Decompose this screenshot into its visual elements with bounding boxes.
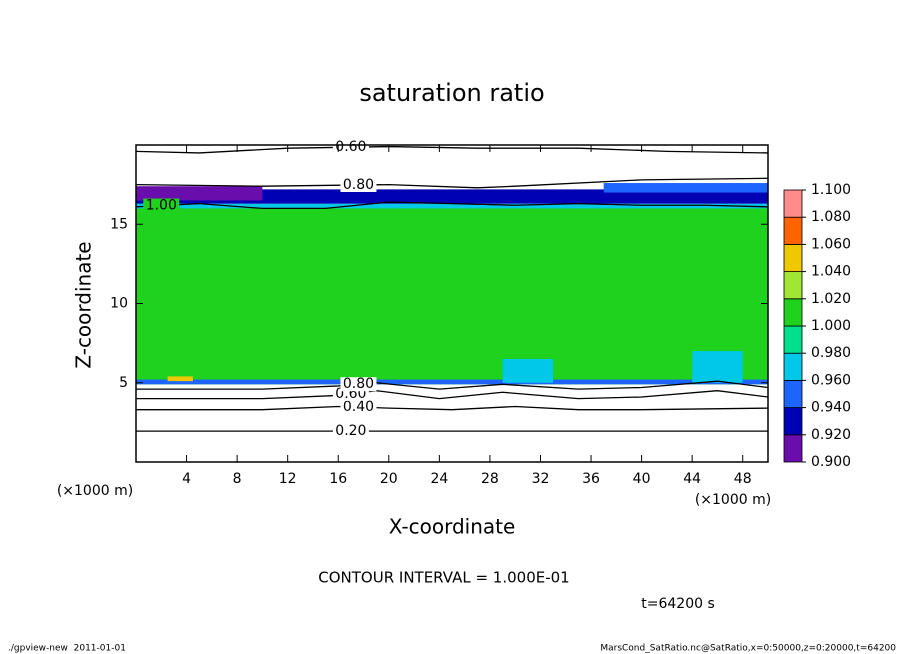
footer-left: ./gpview-new 2011-01-01 bbox=[8, 644, 126, 654]
contour-label: 0.20 bbox=[335, 423, 366, 439]
colorbar-label: 0.900 bbox=[811, 454, 851, 470]
colorbar-swatch bbox=[783, 379, 803, 408]
field-cell bbox=[136, 189, 768, 204]
contour-line bbox=[136, 380, 769, 390]
colorbar-label: 1.080 bbox=[811, 209, 851, 225]
x-tick-label: 12 bbox=[279, 471, 297, 487]
colorbar-label: 1.040 bbox=[811, 264, 851, 280]
x-tick-label: 16 bbox=[329, 471, 347, 487]
x-tick-label: 32 bbox=[532, 471, 550, 487]
contour-label: 0.80 bbox=[343, 177, 374, 193]
y-axis-label: Z-coordinate bbox=[72, 241, 96, 368]
y-tick-label: 10 bbox=[110, 296, 128, 312]
x-tick-label: 44 bbox=[683, 471, 701, 487]
field-cell bbox=[136, 205, 768, 385]
colorbar-label: 0.940 bbox=[811, 400, 851, 416]
contour-label: 1.00 bbox=[146, 198, 177, 214]
field-cell bbox=[692, 351, 743, 383]
field-cell bbox=[136, 203, 768, 209]
x-unit: (×1000 m) bbox=[57, 483, 133, 499]
field-cell bbox=[603, 183, 768, 193]
contour-label: 0.80 bbox=[343, 376, 374, 392]
colorbar-label: 1.060 bbox=[811, 236, 851, 252]
contour-label-bg bbox=[143, 198, 180, 213]
contour-line bbox=[135, 145, 769, 154]
colorbar-swatch bbox=[783, 325, 803, 354]
colorbar-label: 1.020 bbox=[811, 291, 851, 307]
colorbar-label: 1.000 bbox=[811, 318, 851, 334]
x-tick-label: 20 bbox=[380, 471, 398, 487]
colorbar-swatch bbox=[783, 216, 803, 245]
x-tick-label: 4 bbox=[182, 471, 191, 487]
footer-right: MarsCond_SatRatio.nc@SatRatio,x=0:50000,… bbox=[600, 644, 896, 654]
contour-line bbox=[135, 201, 769, 210]
colorbar-swatch bbox=[783, 189, 803, 218]
contour-line bbox=[135, 177, 769, 189]
contour-line bbox=[136, 405, 769, 411]
colorbar-label: 1.100 bbox=[811, 182, 851, 198]
field-cell bbox=[502, 358, 554, 383]
contour-label-bg bbox=[340, 178, 377, 193]
colorbar-label: 0.980 bbox=[811, 345, 851, 361]
x-axis-label: X-coordinate bbox=[389, 515, 516, 539]
x-tick-label: 24 bbox=[430, 471, 448, 487]
x-tick-label: 28 bbox=[481, 471, 499, 487]
x-tick-label: 8 bbox=[233, 471, 242, 487]
contour-label: 0.60 bbox=[335, 139, 366, 155]
time-label: t=64200 s bbox=[641, 596, 715, 612]
colorbar-swatch bbox=[783, 243, 803, 272]
contour-label-bg bbox=[340, 377, 377, 392]
x-tick-label: 48 bbox=[734, 471, 752, 487]
contour-label-bg bbox=[332, 424, 369, 439]
contour-label-bg bbox=[340, 400, 377, 415]
field-cell bbox=[136, 379, 768, 385]
chart-title: saturation ratio bbox=[359, 79, 544, 107]
x-unit: (×1000 m) bbox=[695, 492, 771, 508]
colorbar-swatch bbox=[783, 271, 803, 300]
colorbar-label: 0.920 bbox=[811, 427, 851, 443]
x-tick-label: 40 bbox=[633, 471, 651, 487]
contour-line bbox=[136, 390, 769, 400]
contour-label: 0.40 bbox=[343, 399, 374, 415]
colorbar-swatch bbox=[783, 352, 803, 381]
x-tick-label: 36 bbox=[582, 471, 600, 487]
field-cell bbox=[167, 376, 193, 382]
colorbar-swatch bbox=[783, 434, 803, 463]
colorbar-swatch bbox=[783, 407, 803, 436]
y-tick-label: 5 bbox=[119, 375, 128, 391]
field-cell bbox=[136, 186, 263, 201]
contour-label-bg bbox=[332, 140, 369, 155]
colorbar-label: 0.960 bbox=[811, 372, 851, 388]
contour-interval: CONTOUR INTERVAL = 1.000E-01 bbox=[318, 569, 569, 587]
y-tick-label: 15 bbox=[110, 216, 128, 232]
colorbar-swatch bbox=[783, 298, 803, 327]
